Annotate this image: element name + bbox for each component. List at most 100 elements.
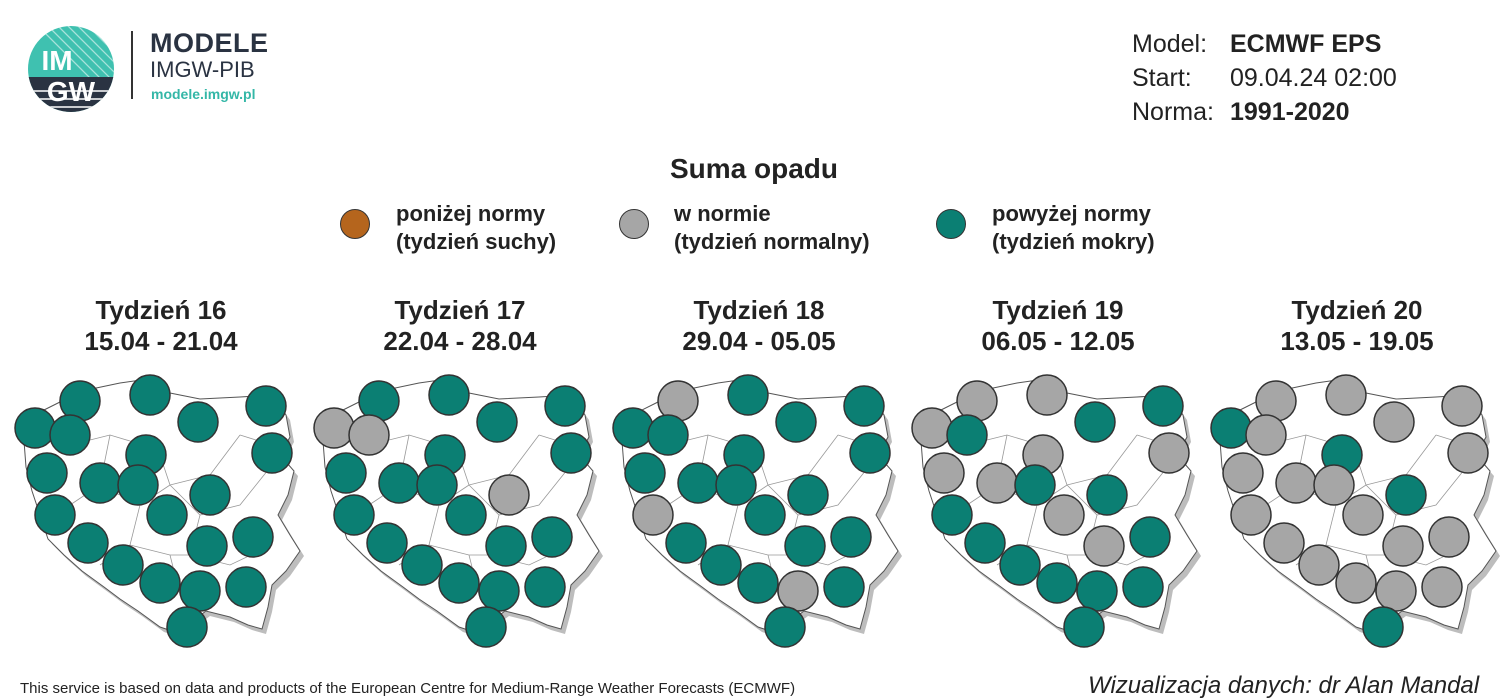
region-dot-normal — [1441, 385, 1483, 427]
region-dot-wet — [401, 544, 443, 586]
region-dot-wet — [225, 566, 267, 608]
meta-start: Start: 09.04.24 02:00 — [1132, 64, 1397, 93]
logo-badge-bottom: GW — [47, 76, 96, 107]
legend-dry-text: poniżej normy (tydzień suchy) — [396, 200, 556, 256]
region-dot-wet — [524, 566, 566, 608]
region-dot-normal — [1428, 516, 1470, 558]
region-dot-wet — [677, 462, 719, 504]
region-dot-wet — [737, 562, 779, 604]
region-dot-wet — [366, 522, 408, 564]
region-dot-wet — [1122, 566, 1164, 608]
logo-title: MODELE — [150, 28, 269, 58]
region-dot-wet — [146, 494, 188, 536]
week-18-dates: 29.04 - 05.05 — [682, 326, 836, 356]
region-dot-wet — [550, 432, 592, 474]
region-dot-wet — [727, 374, 769, 416]
region-dot-normal — [488, 474, 530, 516]
region-dot-normal — [1222, 452, 1264, 494]
week-19-dates: 06.05 - 12.05 — [981, 326, 1135, 356]
region-dot-wet — [438, 562, 480, 604]
region-dot-wet — [67, 522, 109, 564]
legend-dry-line1: poniżej normy — [396, 201, 546, 226]
region-dot-wet — [964, 522, 1006, 564]
legend-wet-line2: (tydzień mokry) — [992, 229, 1155, 254]
footer-attribution: This service is based on data and produc… — [20, 680, 796, 697]
legend-normal-line2: (tydzień normalny) — [674, 229, 870, 254]
region-dot-normal — [1083, 525, 1125, 567]
region-dot-normal — [1375, 570, 1417, 612]
region-dot-wet — [166, 606, 208, 648]
meta-model-label: Model: — [1132, 30, 1208, 58]
region-dot-normal — [911, 407, 953, 449]
region-dot-wet — [700, 544, 742, 586]
week-18-label: Tydzień 18 — [693, 295, 825, 325]
region-dot-wet — [117, 464, 159, 506]
week-18-header: Tydzień 18 29.04 - 05.05 — [619, 295, 899, 357]
region-dot-wet — [1036, 562, 1078, 604]
week-16-dates: 15.04 - 21.04 — [84, 326, 238, 356]
region-dot-wet — [251, 432, 293, 474]
region-dot-wet — [531, 516, 573, 558]
region-dot-wet — [784, 525, 826, 567]
region-dot-wet — [428, 374, 470, 416]
region-dot-wet — [764, 606, 806, 648]
region-dot-wet — [189, 474, 231, 516]
region-dot-wet — [232, 516, 274, 558]
week-20-label: Tydzień 20 — [1291, 295, 1423, 325]
meta-model-value: ECMWF EPS — [1230, 30, 1382, 58]
region-dot-wet — [1129, 516, 1171, 558]
page-title: Suma opadu — [669, 153, 838, 184]
region-dot-wet — [478, 570, 520, 612]
region-dot-wet — [34, 494, 76, 536]
region-dot-normal — [632, 494, 674, 536]
week-20-header: Tydzień 20 13.05 - 19.05 — [1217, 295, 1497, 357]
logo-divider — [131, 31, 133, 99]
week-20-dates: 13.05 - 19.05 — [1280, 326, 1434, 356]
region-dot-wet — [1014, 464, 1056, 506]
week-17-dates: 22.04 - 28.04 — [383, 326, 537, 356]
logo-url[interactable]: modele.imgw.pl — [151, 86, 256, 102]
region-dot-normal — [1447, 432, 1489, 474]
week-16-label: Tydzień 16 — [95, 295, 227, 325]
week-16-map — [14, 374, 304, 648]
legend-wet-dot — [936, 209, 966, 239]
region-dot-wet — [139, 562, 181, 604]
region-dot-wet — [830, 516, 872, 558]
legend-dry-line2: (tydzień suchy) — [396, 229, 557, 254]
region-dot-normal — [1043, 494, 1085, 536]
region-dot-wet — [26, 452, 68, 494]
region-dot-wet — [744, 494, 786, 536]
logo-badge-top: IM — [41, 45, 72, 76]
region-dot-wet — [843, 385, 885, 427]
meta-norm-value: 1991-2020 — [1230, 98, 1350, 126]
region-dot-wet — [378, 462, 420, 504]
region-dot-normal — [1026, 374, 1068, 416]
region-dot-wet — [1074, 401, 1116, 443]
meta-start-value: 09.04.24 02:00 — [1230, 64, 1397, 92]
region-dot-wet — [1210, 407, 1252, 449]
region-dot-wet — [624, 452, 666, 494]
region-dot-wet — [325, 452, 367, 494]
week-16-header: Tydzień 16 15.04 - 21.04 — [21, 295, 301, 357]
region-dot-wet — [485, 525, 527, 567]
region-dot-normal — [1335, 562, 1377, 604]
legend-normal-dot — [619, 209, 649, 239]
region-dot-wet — [544, 385, 586, 427]
region-dot-wet — [849, 432, 891, 474]
region-dot-normal — [1263, 522, 1305, 564]
meta-norm: Norma: 1991-2020 — [1132, 98, 1350, 127]
legend-wet-text: powyżej normy (tydzień mokry) — [992, 200, 1155, 256]
region-dot-wet — [999, 544, 1041, 586]
week-19-header: Tydzień 19 06.05 - 12.05 — [918, 295, 1198, 357]
region-dot-wet — [416, 464, 458, 506]
region-dot-wet — [179, 570, 221, 612]
region-dot-wet — [177, 401, 219, 443]
region-dot-normal — [1298, 544, 1340, 586]
region-dot-wet — [1063, 606, 1105, 648]
meta-start-label: Start: — [1132, 64, 1192, 92]
region-dot-normal — [1325, 374, 1367, 416]
meta-norm-label: Norma: — [1132, 98, 1214, 126]
legend-normal-text: w normie (tydzień normalny) — [674, 200, 870, 256]
week-18-map — [612, 374, 902, 648]
meta-model: Model: ECMWF EPS — [1132, 30, 1381, 59]
